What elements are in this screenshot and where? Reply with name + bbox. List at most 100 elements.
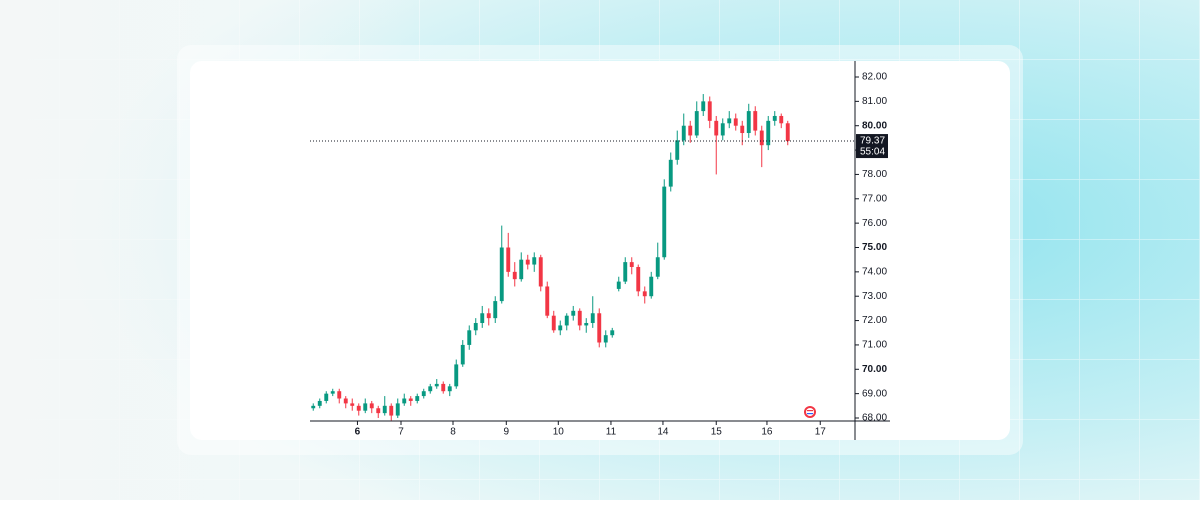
y-tick-label: 71.00 (862, 340, 887, 351)
candle-body (779, 115, 784, 124)
y-tick-label: 72.00 (862, 315, 887, 326)
x-tick-label: 7 (398, 427, 404, 438)
candle-body (642, 291, 647, 297)
x-tick-label: 8 (450, 427, 456, 438)
y-tick-label: 82.00 (862, 72, 887, 83)
y-tick-label: 78.00 (862, 169, 887, 180)
candle-body (441, 383, 446, 392)
candle-body (343, 398, 348, 404)
candle-body (337, 391, 342, 399)
candle-body (389, 405, 394, 416)
candle-body (330, 391, 335, 394)
candle-body (733, 118, 738, 126)
candle-body (785, 123, 790, 142)
candle-body (447, 386, 452, 392)
candle-body (629, 262, 634, 267)
y-tick-label: 77.00 (862, 193, 887, 204)
candle-body (707, 101, 712, 121)
candle-body (571, 310, 576, 316)
candle-body (681, 125, 686, 141)
candle-body (421, 391, 426, 397)
x-tick-label: 9 (504, 427, 510, 438)
candle-body (623, 262, 628, 282)
candle-body (610, 330, 615, 336)
candle-body (766, 120, 771, 146)
candle-body (675, 140, 680, 160)
candle-body (454, 364, 459, 387)
y-tick-label: 74.00 (862, 266, 887, 277)
candle-body (467, 330, 472, 345)
candle-body (499, 247, 504, 302)
candle-body (740, 125, 745, 134)
candle-body (363, 403, 368, 411)
candle-body (493, 301, 498, 319)
candle-body (350, 403, 355, 406)
candle-body (584, 323, 589, 326)
candle-body (395, 403, 400, 416)
candle-body (532, 257, 537, 265)
candle-body (668, 159, 673, 187)
x-tick-label: 10 (553, 427, 565, 438)
x-tick-label: 16 (761, 427, 773, 438)
candle-body (356, 405, 361, 411)
candle-body (655, 257, 660, 277)
y-tick-label: 80.00 (862, 120, 887, 131)
candle-body (506, 247, 511, 272)
candle-body (577, 310, 582, 326)
y-tick-label: 81.00 (862, 96, 887, 107)
candle-body (324, 393, 329, 401)
candle-body (402, 398, 407, 404)
x-tick-label: 14 (657, 427, 669, 438)
x-tick-label: 17 (815, 427, 827, 438)
y-tick-label: 75.00 (862, 242, 887, 253)
candle-body (519, 259, 524, 280)
x-tick-label: 6 (355, 427, 361, 438)
x-tick-label: 11 (606, 427, 617, 438)
y-tick-label: 68.00 (862, 413, 887, 424)
y-tick-label: 69.00 (862, 388, 887, 399)
candle-body (558, 325, 563, 331)
candle-body (772, 115, 777, 121)
candle-body (415, 396, 420, 401)
candle-body (616, 281, 621, 289)
candle-body (720, 123, 725, 136)
y-tick-label: 73.00 (862, 291, 887, 302)
candle-body (688, 125, 693, 136)
candle-body (408, 398, 413, 401)
candle-body (512, 271, 517, 280)
currency-icon (804, 406, 816, 418)
candle-body (636, 266, 641, 292)
candle-body (753, 111, 758, 131)
candle-body (525, 259, 530, 265)
last-price-box (856, 134, 888, 159)
y-tick-label: 76.00 (862, 218, 887, 229)
candle-body (538, 257, 543, 287)
x-tick-label: 15 (711, 427, 723, 438)
candle-body (434, 383, 439, 387)
candle-body (317, 400, 322, 406)
candle-body (369, 403, 374, 409)
candle-body (376, 408, 381, 414)
candle-body (662, 186, 667, 258)
candle-body (551, 315, 556, 331)
candle-body (590, 313, 595, 324)
candle-body (311, 405, 316, 409)
y-tick-label: 70.00 (862, 364, 887, 375)
plot: 68.00 69.00 70.00 71.00 72.00 73.00 74.00 75.00… (310, 72, 888, 438)
candle-body (480, 313, 485, 324)
candle-body (759, 130, 764, 146)
candle-body (545, 286, 550, 316)
candle-body (694, 111, 699, 136)
countdown-label: 55:04 (860, 147, 885, 158)
chart-card (190, 61, 1010, 440)
candle-body (382, 405, 387, 414)
last-price-label: 79.37 (860, 136, 885, 147)
candle-body (714, 120, 719, 136)
candle-body (746, 111, 751, 134)
candle-body (428, 386, 433, 392)
candle-body (597, 313, 602, 343)
candle-body (460, 344, 465, 365)
candle-body (486, 313, 491, 319)
